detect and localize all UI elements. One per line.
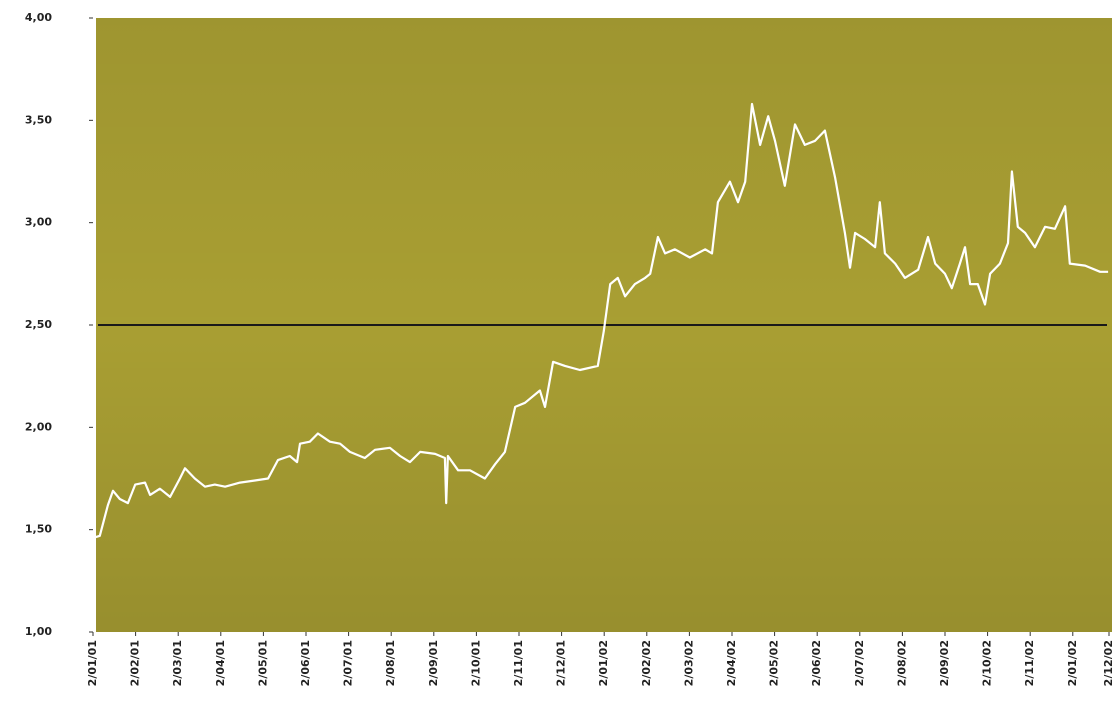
x-tick-label: 2/05/01 [256,640,269,686]
x-tick-label: 2/05/02 [768,640,781,686]
x-tick-label: 2/08/01 [384,640,397,686]
y-tick-label: 1,00 [25,625,52,638]
x-tick-label: 2/09/02 [938,640,951,686]
y-tick-label: 4,00 [25,11,52,24]
x-tick-label: 2/07/01 [342,640,355,686]
x-tick-label: 2/04/01 [214,640,227,686]
x-tick-label: 2/03/02 [682,640,695,686]
y-tick-label: 1,50 [25,523,52,536]
x-tick-label: 2/09/01 [427,640,440,686]
x-tick-label: 2/11/02 [1023,640,1036,686]
x-tick-label: 2/01/01 [86,640,99,686]
x-tick-label: 2/02/01 [129,640,142,686]
x-tick-label: 2/12/02 [1102,640,1112,686]
y-tick-label: 2,00 [25,420,52,433]
y-tick-label: 2,50 [25,318,52,331]
x-tick-label: 2/01/02 [597,640,610,686]
y-tick-label: 3,50 [25,113,52,126]
x-tick-label: 2/07/02 [853,640,866,686]
x-tick-label: 2/10/01 [469,640,482,686]
x-tick-label: 2/03/01 [171,640,184,686]
x-tick-label: 2/02/02 [640,640,653,686]
x-tick-label: 2/01/02 [1066,640,1079,686]
x-tick-label: 2/10/02 [981,640,994,686]
x-tick-label: 2/08/02 [895,640,908,686]
x-tick-label: 2/04/02 [725,640,738,686]
x-tick-label: 2/12/01 [555,640,568,686]
y-tick-label: 3,00 [25,216,52,229]
x-tick-label: 2/06/01 [299,640,312,686]
price-line [92,102,1109,539]
x-tick-label: 2/06/02 [810,640,823,686]
x-tick-label: 2/11/01 [512,640,525,686]
